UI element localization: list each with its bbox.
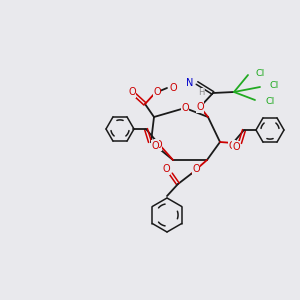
Text: O: O	[192, 164, 200, 174]
Text: O: O	[151, 141, 159, 151]
Text: Cl: Cl	[265, 97, 274, 106]
Text: O: O	[128, 87, 136, 97]
Text: O: O	[196, 102, 204, 112]
Text: O: O	[154, 140, 162, 150]
Text: N: N	[186, 78, 193, 88]
Text: Cl: Cl	[270, 82, 279, 91]
Text: O: O	[170, 83, 178, 93]
Text: Cl: Cl	[256, 68, 265, 77]
Text: O: O	[228, 141, 236, 151]
Text: O: O	[162, 164, 170, 174]
Text: O: O	[153, 87, 161, 97]
Text: H: H	[198, 88, 204, 97]
Text: O: O	[181, 103, 189, 113]
Text: O: O	[232, 142, 240, 152]
